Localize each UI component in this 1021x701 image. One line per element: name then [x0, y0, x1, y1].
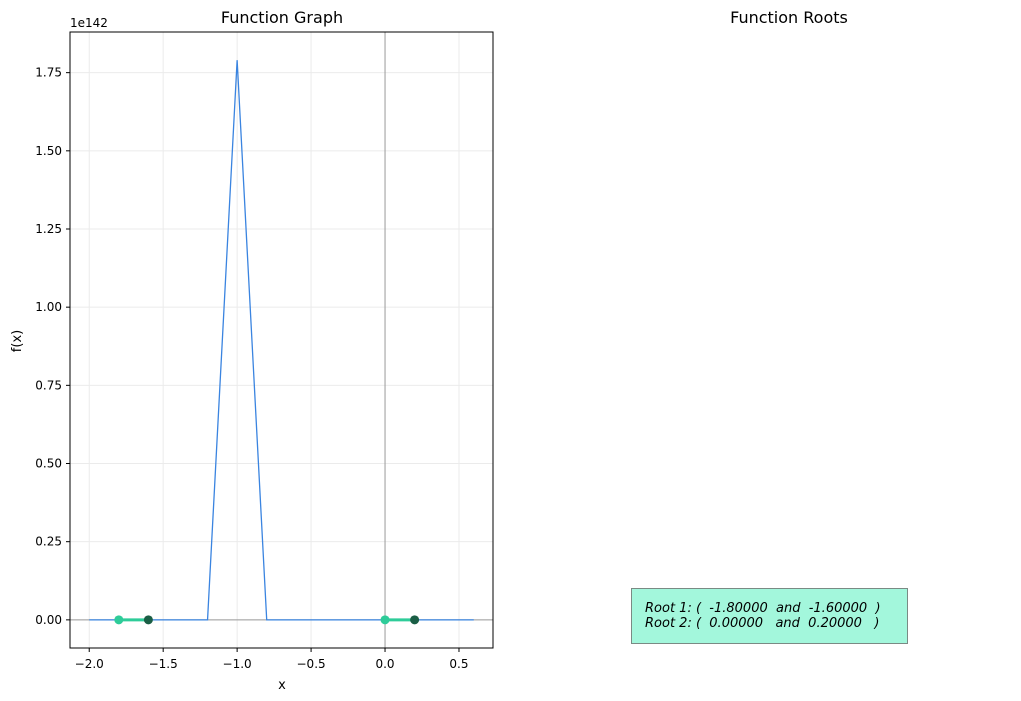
grid: [70, 32, 493, 648]
root-interval-end-point-1: [143, 615, 153, 625]
root-1-text: Root 1: ( -1.80000 and -1.60000 ): [645, 601, 881, 616]
chart-title: Function Graph: [221, 8, 343, 27]
y-axis-label: f(x): [10, 330, 25, 352]
roots-text-box: Root 1: ( -1.80000 and -1.60000 ) Root 2:…: [631, 588, 908, 644]
y-tick-label: 0.25: [35, 535, 62, 549]
y-tick-label: 0.00: [35, 613, 62, 627]
x-tick-label: −1.5: [149, 657, 178, 671]
plot-frame: [69, 31, 494, 649]
y-tick-label: 0.75: [35, 378, 62, 392]
x-tick-label: 0.0: [375, 657, 394, 671]
x-tick-label: −2.0: [75, 657, 104, 671]
root-interval-start-point-1: [114, 615, 124, 625]
root-intervals: [114, 615, 420, 625]
x-tick-label: −1.0: [223, 657, 252, 671]
series-layer: [89, 60, 474, 621]
x-axis-label: x: [278, 678, 286, 693]
axes: [69, 31, 494, 649]
root-interval-start-point-2: [380, 615, 390, 625]
y-tick-label: 1.50: [35, 144, 62, 158]
y-tick-label: 0.50: [35, 457, 62, 471]
function-line: [89, 60, 474, 621]
y-offset-label: 1e142: [70, 16, 108, 30]
x-tick-label: −0.5: [297, 657, 326, 671]
x-tick-label: 0.5: [449, 657, 468, 671]
roots-panel-title: Function Roots: [730, 8, 848, 27]
ticks: −2.0 −1.5 −1.0 −0.5 0.0 0.5 0.00 0.25 0.50 0.75 1.…: [35, 66, 468, 671]
root-2-text: Root 2: ( 0.00000 and 0.20000 ): [645, 616, 880, 631]
y-tick-label: 1.00: [35, 300, 62, 314]
root-interval-end-point-2: [410, 615, 420, 625]
y-tick-label: 1.75: [35, 66, 62, 80]
y-tick-label: 1.25: [35, 222, 62, 236]
